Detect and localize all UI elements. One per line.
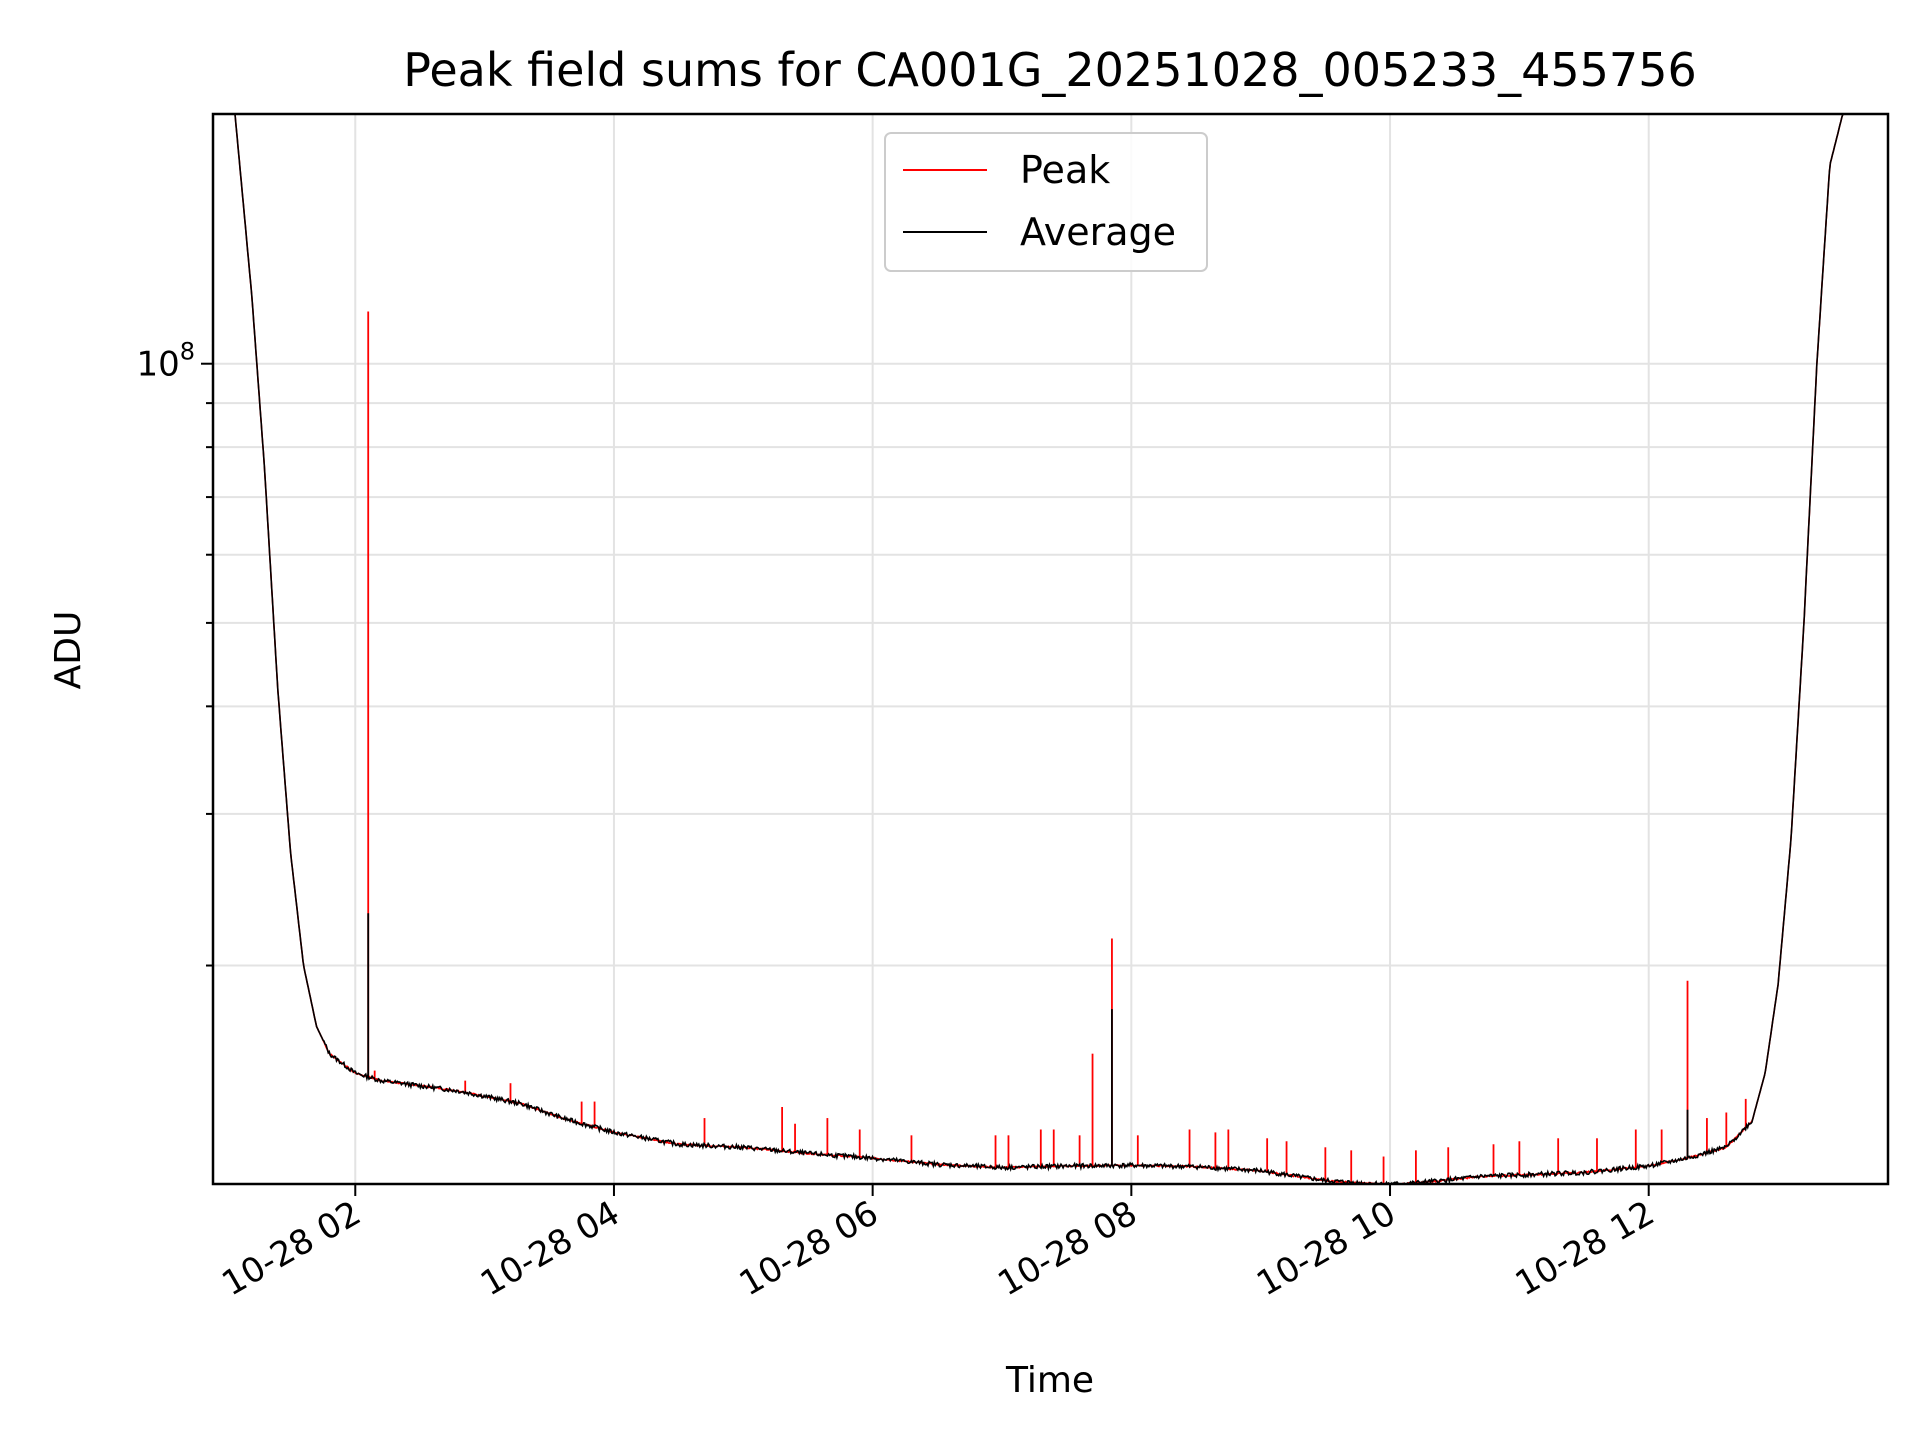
y-axis-label: ADU: [48, 611, 89, 690]
series-layer: [213, 114, 1888, 1184]
legend: Peak Average: [884, 132, 1208, 272]
y-axis: 108: [136, 338, 213, 967]
average-series-line: [213, 114, 1888, 1184]
plot-frame: [211, 112, 1890, 1186]
x-axis-label: Time: [1005, 1360, 1094, 1401]
legend-box: [884, 132, 1208, 272]
chart-title: Peak field sums for CA001G_20251028_0052…: [403, 43, 1696, 97]
legend-peak-label: Peak: [1020, 148, 1110, 192]
legend-average-label: Average: [1020, 210, 1176, 254]
grid: [213, 114, 1888, 1184]
y-tick-label: 108: [136, 338, 195, 385]
